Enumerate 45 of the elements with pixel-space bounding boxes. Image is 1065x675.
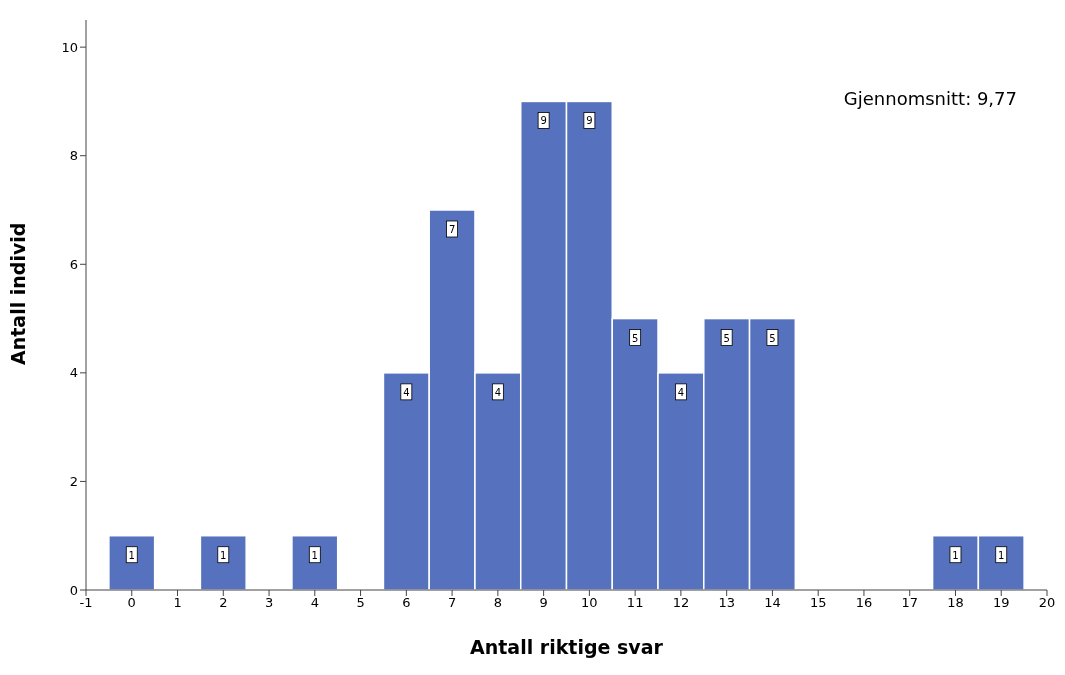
x-tick-label: 18 bbox=[947, 595, 964, 611]
x-tick-label: 20 bbox=[1038, 595, 1056, 611]
data-label: 9 bbox=[540, 115, 547, 127]
y-tick-label: 4 bbox=[69, 365, 78, 381]
x-tick-label: 13 bbox=[718, 595, 735, 611]
x-tick-label: 9 bbox=[539, 595, 548, 611]
data-label: 7 bbox=[448, 224, 456, 235]
data-label: 4 bbox=[677, 386, 685, 398]
x-tick-label: 19 bbox=[992, 595, 1010, 611]
data-label: 1 bbox=[220, 549, 227, 561]
x-tick-label: 12 bbox=[672, 595, 690, 611]
x-tick-label: 15 bbox=[809, 595, 827, 611]
x-tick-label: 2 bbox=[219, 595, 228, 611]
x-tick-label: 3 bbox=[264, 595, 274, 611]
x-tick-label: 0 bbox=[127, 595, 136, 611]
x-tick-label: 7 bbox=[447, 595, 457, 611]
x-tick-label: 10 bbox=[581, 595, 598, 611]
annotation: Gjennomsnitt: 9,77 bbox=[843, 88, 1017, 109]
y-tick-label: 8 bbox=[69, 148, 78, 164]
data-label: 1 bbox=[998, 549, 1005, 561]
x-tick-label: 6 bbox=[402, 595, 411, 611]
x-tick-label: 17 bbox=[901, 595, 918, 611]
data-label: 5 bbox=[631, 332, 639, 344]
x-tick-label: 11 bbox=[626, 595, 644, 611]
data-label: 9 bbox=[586, 115, 593, 127]
y-tick-label: 10 bbox=[61, 39, 78, 55]
data-label: 5 bbox=[723, 332, 730, 344]
x-tick-label: 16 bbox=[855, 595, 873, 611]
y-axis-title: Antall individ bbox=[6, 222, 29, 365]
data-label: 4 bbox=[403, 386, 410, 398]
x-axis-title: Antall riktige svar bbox=[470, 636, 664, 658]
y-tick-label: 6 bbox=[69, 256, 78, 272]
x-tick-label: -1 bbox=[79, 595, 93, 611]
y-tick-label: 2 bbox=[69, 474, 78, 490]
x-tick-label: 14 bbox=[764, 595, 781, 611]
data-label: 1 bbox=[128, 549, 135, 561]
y-tick-label: 0 bbox=[69, 582, 78, 598]
data-label: 1 bbox=[311, 549, 318, 561]
x-tick-label: 8 bbox=[493, 595, 502, 611]
data-label: 1 bbox=[952, 549, 959, 561]
x-tick-label: 5 bbox=[356, 595, 365, 611]
x-tick-label: 4 bbox=[310, 595, 319, 611]
data-label: 5 bbox=[769, 332, 776, 344]
data-label: 4 bbox=[494, 386, 502, 398]
x-tick-label: 1 bbox=[173, 595, 182, 611]
